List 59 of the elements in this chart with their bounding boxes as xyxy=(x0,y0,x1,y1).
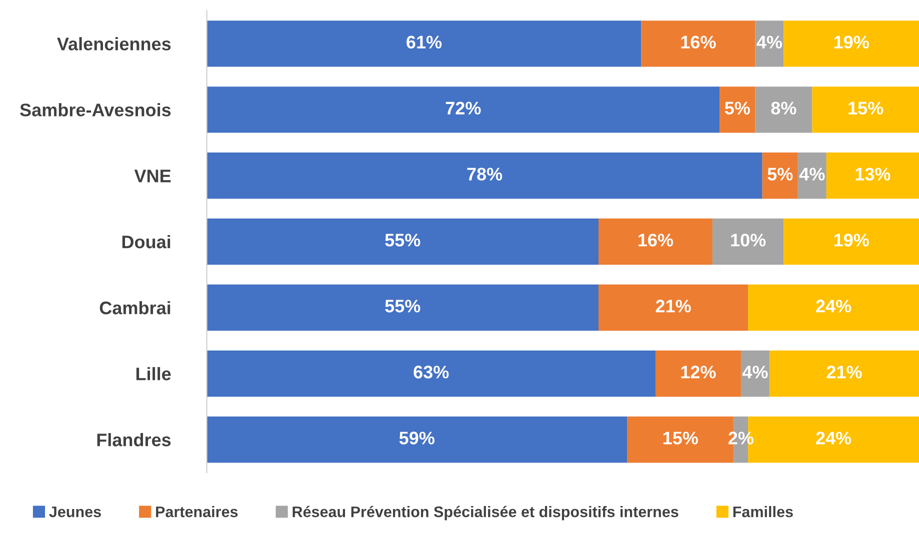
data-label: 16% xyxy=(638,234,674,246)
bar xyxy=(762,152,798,199)
data-label: 10% xyxy=(731,234,766,246)
data-label: 8% xyxy=(771,102,796,115)
data-label: 15% xyxy=(663,432,698,444)
bar xyxy=(655,350,741,397)
data-label: 72% xyxy=(446,102,481,114)
data-label: 16% xyxy=(681,36,716,49)
data-label: 24% xyxy=(816,300,852,312)
data-label: 78% xyxy=(467,168,502,180)
data-label: 15% xyxy=(848,102,884,115)
data-label: 55% xyxy=(385,300,420,312)
data-label: 4% xyxy=(799,168,825,180)
data-label: 4% xyxy=(756,36,782,48)
bar xyxy=(206,350,656,397)
bar xyxy=(748,284,919,331)
bar xyxy=(784,20,919,67)
bar xyxy=(784,218,919,265)
bar xyxy=(641,20,756,67)
data-label: 13% xyxy=(856,168,890,181)
bar xyxy=(826,152,919,199)
data-label: 55% xyxy=(385,234,420,246)
legend-label: Familles xyxy=(733,506,793,518)
legend-label: Partenaires xyxy=(156,506,238,518)
y-tick-label: Flandres xyxy=(97,433,171,446)
y-tick-label: Cambrai xyxy=(100,301,170,314)
data-label: 21% xyxy=(826,366,862,378)
bar xyxy=(712,218,784,265)
data-label: 19% xyxy=(834,36,869,49)
bar xyxy=(598,218,712,265)
data-label: 19% xyxy=(834,234,869,246)
data-label: 63% xyxy=(414,366,449,378)
bar xyxy=(206,20,642,67)
bar xyxy=(755,20,784,67)
legend-label: Réseau Prévention Spécialisée et dispositifs internes xyxy=(292,506,678,520)
legend-label: Jeunes xyxy=(49,506,101,518)
bar xyxy=(206,152,762,199)
bar xyxy=(206,284,598,331)
y-tick-label: VNE xyxy=(134,170,171,182)
data-label: 4% xyxy=(742,366,768,378)
bar xyxy=(206,218,598,265)
data-label: 61% xyxy=(406,36,442,49)
bar xyxy=(206,86,720,133)
y-tick-label: Douai xyxy=(122,235,170,248)
data-label: 5% xyxy=(768,168,793,180)
y-tick-label: Valenciennes xyxy=(57,37,171,50)
bar xyxy=(598,284,748,331)
y-tick-label: Sambre-Avesnois xyxy=(20,103,171,116)
data-label: 21% xyxy=(656,300,691,312)
y-tick-label: Lille xyxy=(136,367,171,380)
data-label: 24% xyxy=(816,432,852,444)
bar xyxy=(812,86,919,133)
bar xyxy=(206,416,627,463)
data-label: 12% xyxy=(681,366,716,378)
bar xyxy=(720,86,756,133)
bar xyxy=(769,350,919,397)
data-label: 5% xyxy=(724,102,750,115)
bar xyxy=(755,86,812,133)
data-label: 59% xyxy=(399,432,434,444)
